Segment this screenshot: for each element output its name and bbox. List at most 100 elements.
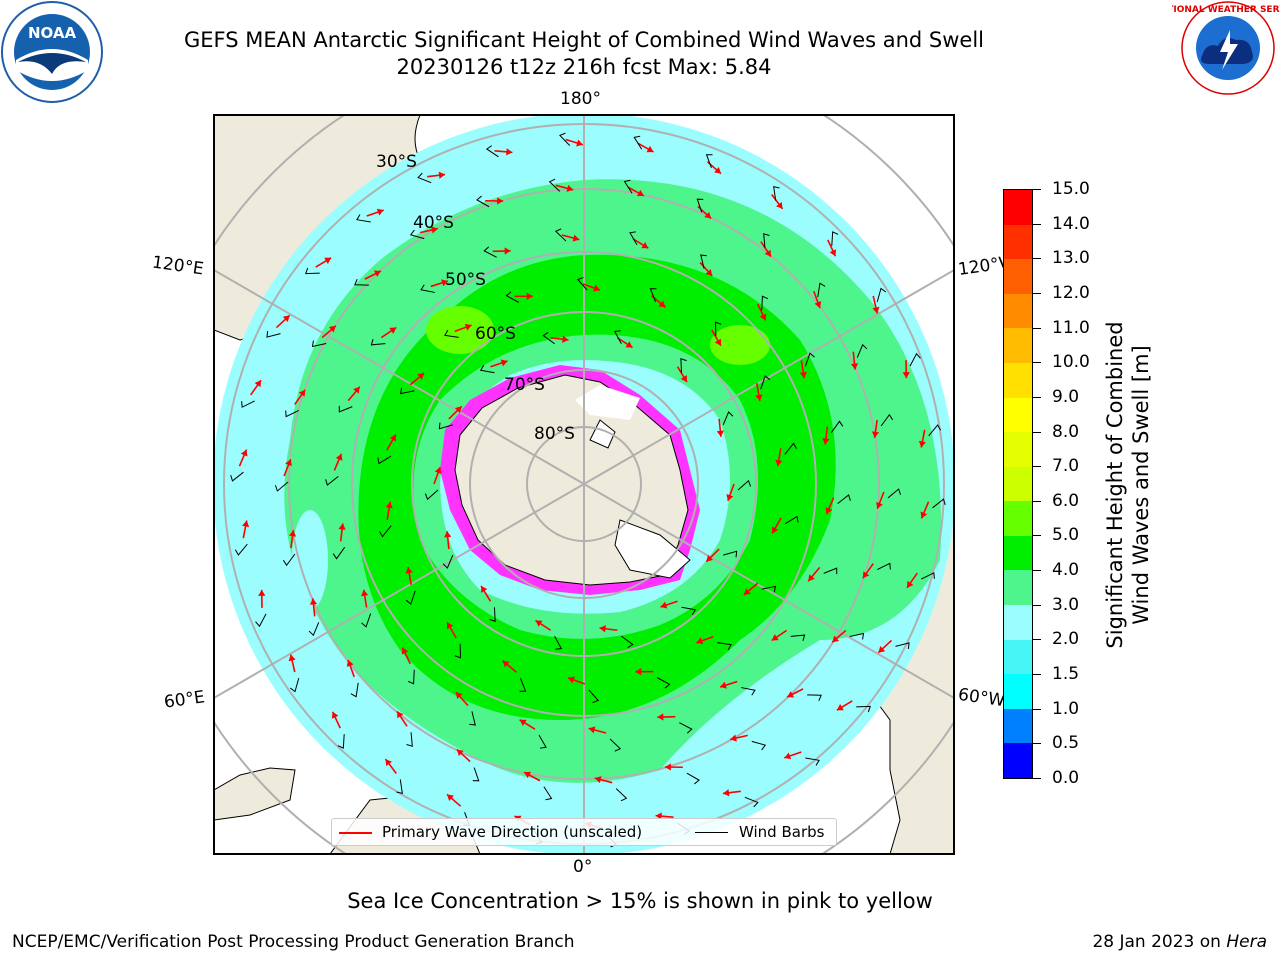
wind-barb (928, 424, 942, 437)
wind-barb (790, 634, 806, 641)
colorbar-segment (1004, 258, 1032, 294)
colorbar-tick-label: 2.0 (1052, 629, 1080, 650)
colorbar-tick (1033, 362, 1041, 364)
wind-barb (877, 562, 891, 570)
wave-direction-arrowhead (500, 359, 508, 367)
wind-barb (784, 442, 797, 455)
lat-label-80s: 80°S (534, 424, 575, 444)
wind-barb (442, 554, 454, 569)
wind-barb (932, 498, 946, 509)
wind-barb (633, 135, 643, 150)
wind-barb (615, 788, 628, 802)
wind-barb (760, 375, 771, 390)
colorbar-tick (1033, 189, 1041, 190)
wind-barbs-label: Wind Barbs (739, 823, 825, 841)
lat-label-50s: 50°S (445, 270, 486, 290)
wave-direction-arrowhead (872, 306, 880, 314)
wind-barb (361, 613, 372, 628)
lat-label-60s: 60°S (475, 324, 516, 344)
wave-direction-arrowhead (389, 327, 397, 334)
colorbar-segment (1004, 293, 1032, 329)
wave-direction-arrowhead (401, 647, 409, 655)
wind-barb (469, 711, 476, 726)
colorbar-tick-label: 1.5 (1052, 664, 1080, 685)
wave-direction-arrowhead (876, 501, 883, 509)
wind-barb (696, 198, 704, 213)
wave-direction-arrowhead (298, 389, 306, 397)
svg-text:NOAA: NOAA (28, 24, 77, 42)
wind-barb (705, 154, 713, 169)
wave-direction-arrowhead (808, 574, 815, 582)
wave-direction-arrowhead (814, 301, 822, 309)
wave-direction-arrowhead (726, 494, 734, 501)
wave-direction-arrowhead (389, 434, 396, 442)
lon-label-0: 0° (573, 857, 593, 877)
svg-text:NATIONAL WEATHER SERVICE: NATIONAL WEATHER SERVICE (1172, 5, 1280, 15)
wave-direction-arrowhead (594, 776, 602, 784)
colorbar-tick-label: 11.0 (1052, 317, 1090, 338)
wave-direction-arrowhead (787, 691, 795, 698)
colorbar-tick-label: 6.0 (1052, 490, 1080, 511)
wave-direction-arrowhead (680, 375, 687, 383)
wind-barb (805, 757, 820, 766)
wind-barb (629, 231, 638, 246)
wave-direction-arrowhead (240, 449, 248, 457)
primary-wave-label: Primary Wave Direction (unscaled) (382, 823, 643, 841)
wave-direction-arrowhead (335, 453, 343, 461)
wave-direction-arrowhead (730, 734, 737, 742)
wind-barb (417, 172, 432, 184)
wave-direction-arrowhead (784, 752, 792, 760)
wave-direction-arrowhead (282, 315, 290, 323)
chart-title: GEFS MEAN Antarctic Significant Height o… (183, 28, 985, 52)
lat-label-40s: 40°S (413, 213, 454, 233)
wave-direction-arrowhead (346, 659, 354, 667)
footer-org: NCEP/EMC/Verification Post Processing Pr… (12, 932, 575, 952)
wind-barb (230, 471, 244, 482)
wave-direction-arrowhead (456, 749, 464, 757)
wave-direction-arrowhead (743, 588, 751, 595)
colorbar-segment (1004, 431, 1032, 467)
wave-direction-arrowhead (722, 789, 730, 797)
wave-direction-arrowhead (288, 530, 297, 537)
wave-direction-arrowhead (254, 380, 262, 388)
wind-barb (350, 682, 359, 698)
wind-barb (337, 734, 345, 749)
colorbar-segment (1004, 500, 1032, 536)
wind-barb (921, 572, 935, 580)
wind-barb (804, 352, 815, 367)
wind-barb (266, 331, 281, 338)
colorbar-segment (1004, 535, 1032, 571)
footer-date: 28 Jan 2023 on Hera (1092, 932, 1267, 952)
colorbar-segment (1004, 327, 1032, 363)
wave-direction-arrowhead (599, 625, 606, 633)
wind-barb (444, 329, 459, 338)
primary-wave-swatch (339, 832, 372, 834)
wave-direction-arrowhead (385, 501, 393, 509)
wind-barb (744, 796, 759, 808)
wind-barb (338, 405, 353, 413)
wave-direction-arrowhead (526, 292, 533, 300)
wave-direction-arrowhead (288, 654, 296, 662)
lat-label-30s: 30°S (376, 152, 417, 172)
wind-barb (807, 694, 822, 702)
wave-direction-arrowhead (771, 634, 779, 641)
wind-barb (424, 489, 439, 501)
wave-direction-arrowhead (871, 431, 880, 438)
wind-barb (722, 411, 734, 426)
lat-label-70s: 70°S (504, 375, 545, 395)
wind-barb (370, 339, 386, 346)
wind-barb (773, 186, 780, 201)
wave-direction-arrowhead (920, 511, 928, 519)
wave-direction-arrowhead (832, 635, 840, 643)
wind-barb (737, 479, 752, 491)
wave-direction-arrowhead (759, 313, 767, 321)
wave-direction-arrowhead (361, 589, 369, 597)
antarctica (440, 365, 700, 595)
wind-barb (784, 515, 799, 525)
wave-direction-arrowhead (562, 335, 569, 343)
wind-barb (476, 195, 490, 208)
wind-barb (396, 779, 403, 794)
colorbar-tick-label: 8.0 (1052, 421, 1080, 442)
colorbar-segment (1004, 224, 1032, 260)
wave-direction-arrowhead (576, 139, 583, 147)
